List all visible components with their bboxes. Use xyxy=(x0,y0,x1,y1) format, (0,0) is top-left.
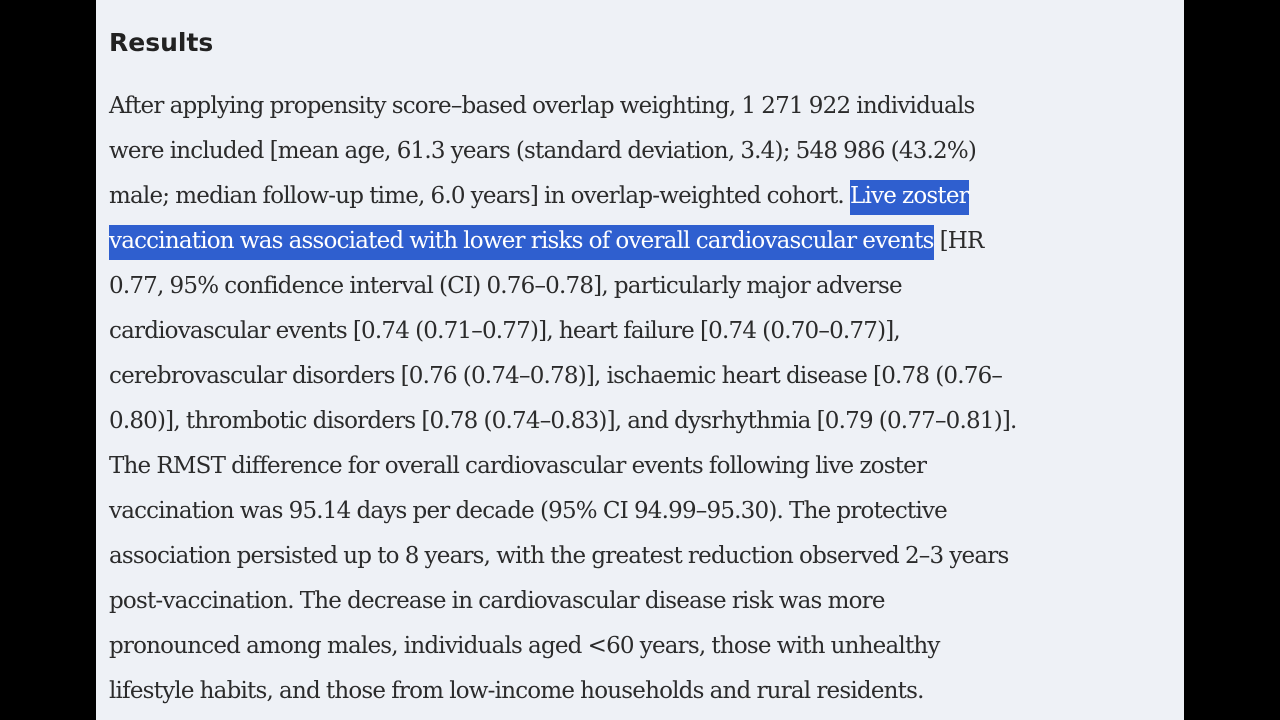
paragraph-line: 0.80)], thrombotic disorders [0.78 (0.74… xyxy=(109,408,1017,434)
results-paragraph: After applying propensity score–based ov… xyxy=(109,84,1179,714)
paragraph-line: post-vaccination. The decrease in cardio… xyxy=(109,588,885,614)
section-heading: Results xyxy=(109,28,214,57)
paragraph-line: vaccination was 95.14 days per decade (9… xyxy=(109,498,948,524)
paragraph-line: vaccination was associated with lower ri… xyxy=(109,219,1179,264)
paragraph-line: association persisted up to 8 years, wit… xyxy=(109,543,1009,569)
paragraph-line: The RMST difference for overall cardiova… xyxy=(109,453,927,479)
selected-text[interactable]: vaccination was associated with lower ri… xyxy=(109,225,934,260)
paragraph-line: cardiovascular events [0.74 (0.71–0.77)]… xyxy=(109,318,901,344)
selected-text[interactable]: Live zoster xyxy=(849,180,970,215)
paragraph-line: lifestyle habits, and those from low-inc… xyxy=(109,678,924,704)
document-page: Results After applying propensity score–… xyxy=(96,0,1184,720)
paragraph-line: After applying propensity score–based ov… xyxy=(109,93,975,119)
paragraph-line: 0.77, 95% confidence interval (CI) 0.76–… xyxy=(109,273,903,299)
paragraph-line: male; median follow-up time, 6.0 years] … xyxy=(109,174,1179,219)
paragraph-line: pronounced among males, individuals aged… xyxy=(109,633,940,659)
paragraph-line: cerebrovascular disorders [0.76 (0.74–0.… xyxy=(109,363,1003,389)
line-text: male; median follow-up time, 6.0 years] … xyxy=(109,183,850,209)
paragraph-line: were included [mean age, 61.3 years (sta… xyxy=(109,138,977,164)
line-text: [HR xyxy=(933,228,985,254)
